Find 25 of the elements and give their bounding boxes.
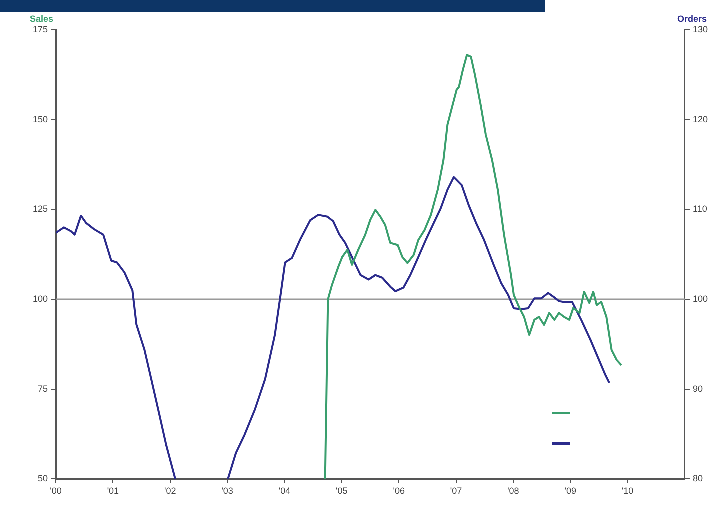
x-tick-label: '06 <box>393 486 405 496</box>
y2-tick-label: 130 <box>692 24 708 34</box>
x-tick-label: '04 <box>278 486 291 496</box>
y-tick-label: 100 <box>32 294 48 304</box>
y-tick-label: 125 <box>32 204 48 214</box>
x-tick-label: '00 <box>50 486 62 496</box>
y-tick-label: 75 <box>38 384 48 394</box>
x-tick-label: '03 <box>222 486 234 496</box>
x-tick-label: '07 <box>450 486 462 496</box>
y2-axis-title: Orders <box>677 14 707 24</box>
x-tick-label: '09 <box>564 486 576 496</box>
y2-tick-label: 90 <box>692 384 703 394</box>
x-tick-label: '01 <box>107 486 120 496</box>
y2-tick-label: 100 <box>692 294 708 304</box>
y2-tick-label: 120 <box>692 114 708 124</box>
x-tick-label: '10 <box>622 486 634 496</box>
y-axis-title: Sales <box>30 14 54 24</box>
x-tick-label: '08 <box>508 486 520 496</box>
y2-tick-label: 110 <box>692 204 708 214</box>
y-tick-label: 175 <box>32 24 48 34</box>
y-tick-label: 50 <box>38 474 48 484</box>
x-tick-label: '05 <box>336 486 348 496</box>
y-tick-label: 150 <box>32 114 48 124</box>
y2-tick-label: 80 <box>692 474 703 484</box>
x-tick-label: '02 <box>164 486 176 496</box>
